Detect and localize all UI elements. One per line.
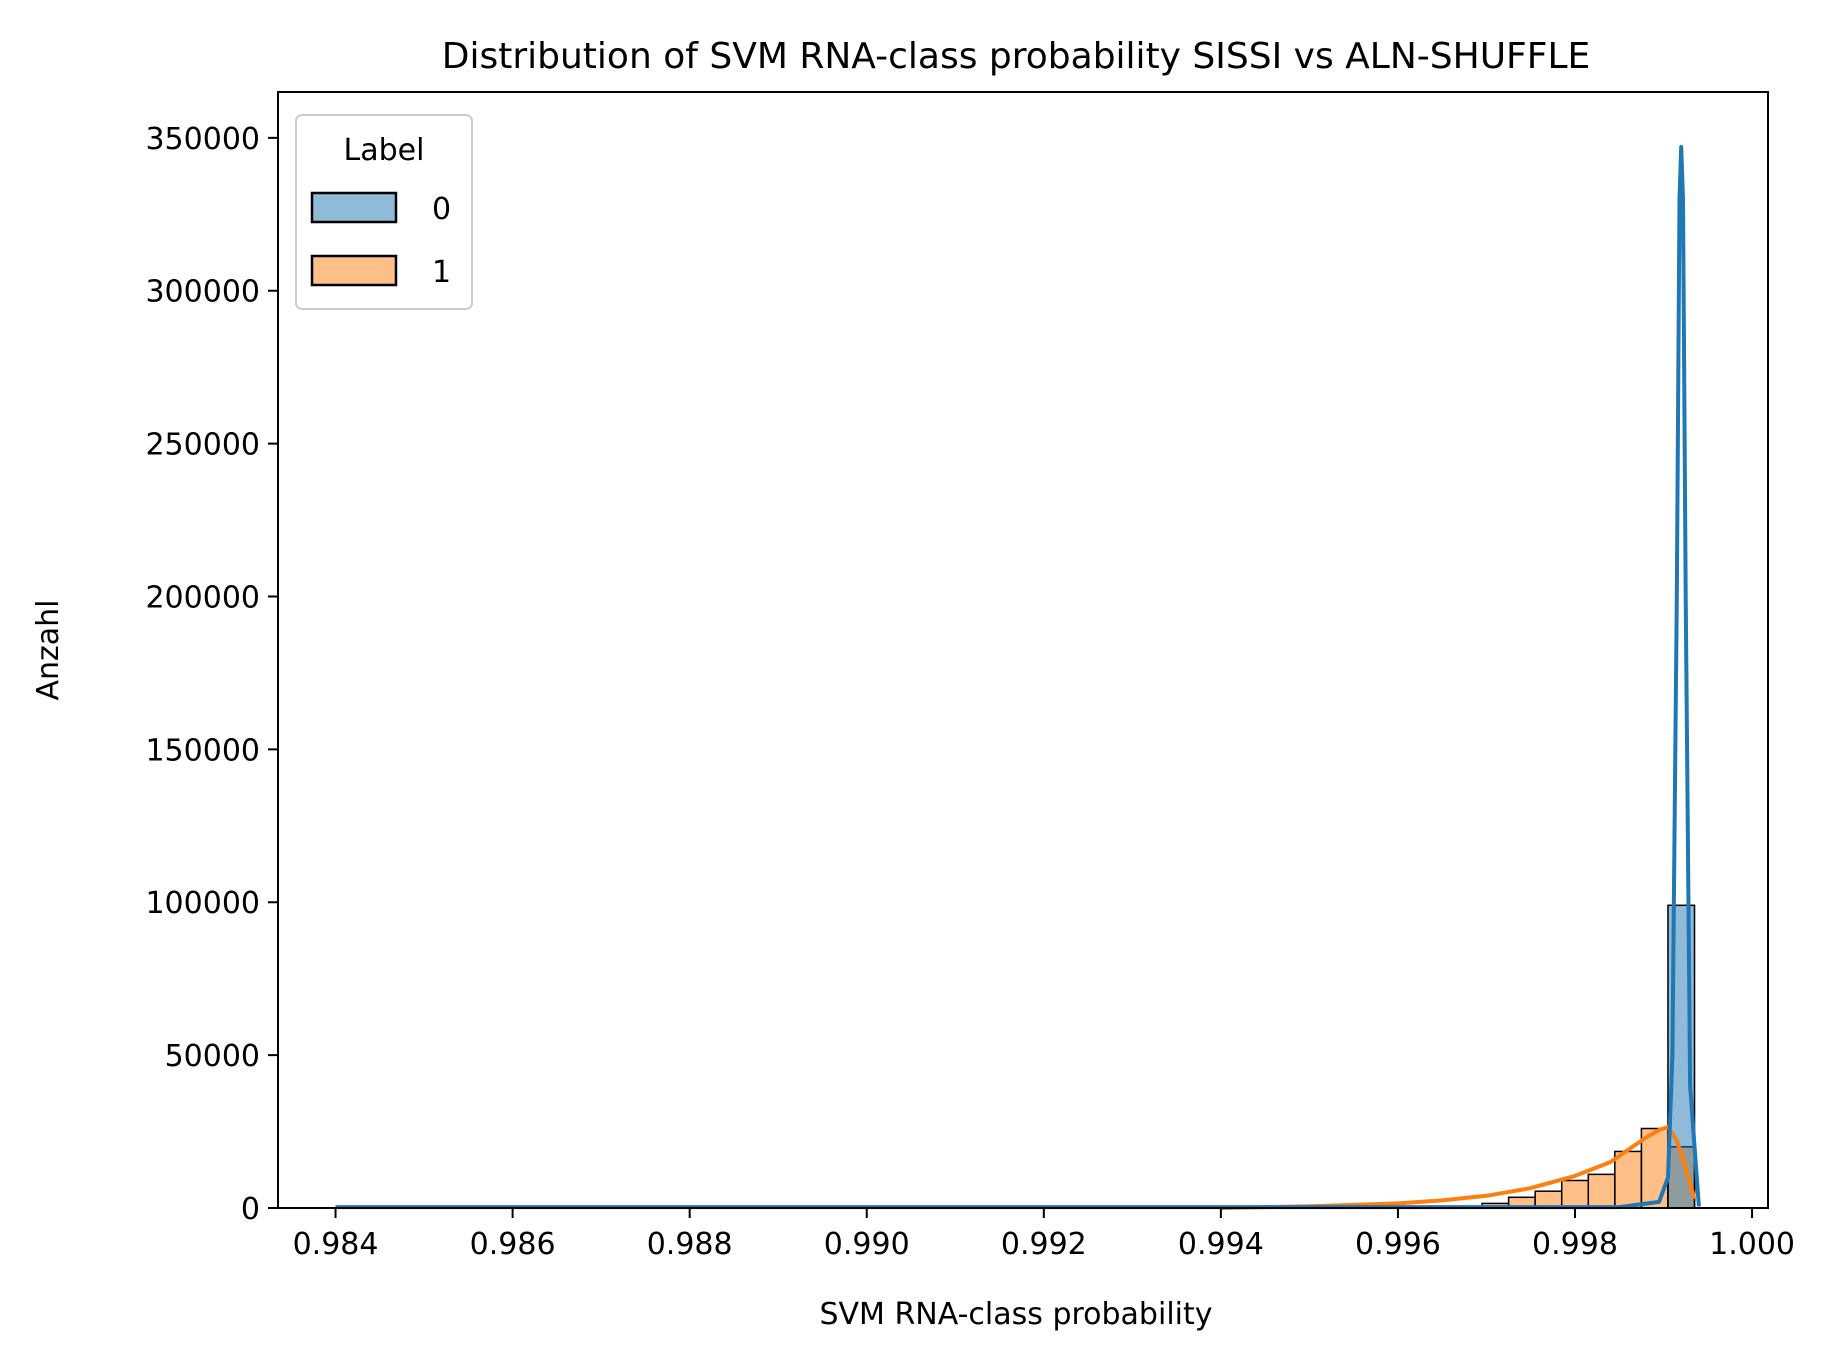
x-tick-label: 0.988 [647,1227,733,1262]
y-tick-label: 200000 [145,580,260,615]
plot-area: 0.984 0.986 0.988 0.990 0.992 0.994 0.996 0.998… [145,91,1795,1262]
chart-title: Distribution of SVM RNA-class probabilit… [442,36,1591,77]
y-tick-label: 100000 [145,886,260,921]
hist-bar-label-1 [1640,1127,1669,1209]
y-axis-title: Anzahl [31,599,66,700]
legend-label-1: 1 [432,255,451,290]
hist-bar-label-1 [1587,1173,1616,1209]
x-tick-label: 0.984 [293,1227,379,1262]
legend-swatch-1 [310,254,398,287]
legend-label-0: 0 [432,192,451,227]
legend-swatch-0 [310,191,398,224]
hist-bar-label-1 [1560,1179,1590,1209]
x-tick-label: 0.994 [1178,1227,1264,1262]
y-tick-label: 300000 [145,275,260,310]
legend: Label 0 1 [295,114,473,310]
x-tick-label: 0.996 [1355,1227,1441,1262]
y-tick-label: 50000 [165,1039,260,1074]
x-tick-label: 1.000 [1709,1227,1795,1262]
kde-line-label-1 [1220,1125,1697,1210]
y-tick-label: 150000 [145,733,260,768]
y-tick-label: 250000 [145,428,260,463]
hist-bar-label-1 [1614,1150,1643,1209]
axes-frame [277,91,1769,1209]
y-tick-label: 350000 [145,122,260,157]
plot-background [278,92,1768,1208]
y-tick-label: 0 [241,1192,260,1227]
legend-title: Label [344,133,425,168]
x-tick-label: 0.986 [470,1227,556,1262]
x-axis-title: SVM RNA-class probability [819,1297,1212,1332]
x-tick-label: 0.992 [1001,1227,1087,1262]
x-tick-label: 0.990 [824,1227,910,1262]
x-tick-label: 0.998 [1532,1227,1618,1262]
